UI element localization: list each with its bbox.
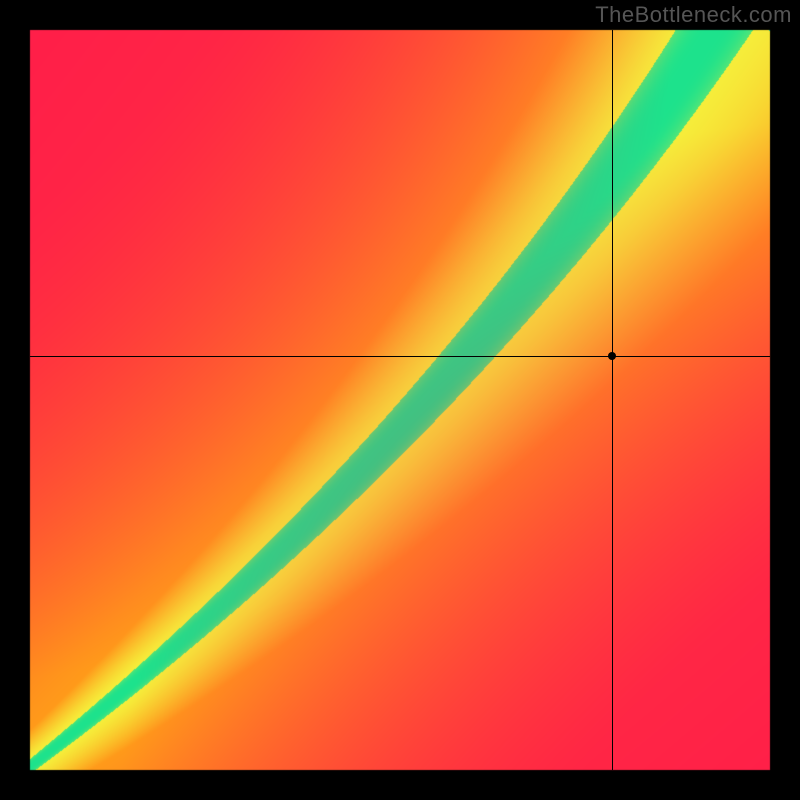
crosshair-horizontal-line xyxy=(30,356,770,357)
watermark-label: TheBottleneck.com xyxy=(587,0,800,30)
crosshair-vertical-line xyxy=(612,30,613,770)
crosshair-marker-dot xyxy=(608,352,616,360)
bottleneck-heatmap xyxy=(0,0,800,800)
